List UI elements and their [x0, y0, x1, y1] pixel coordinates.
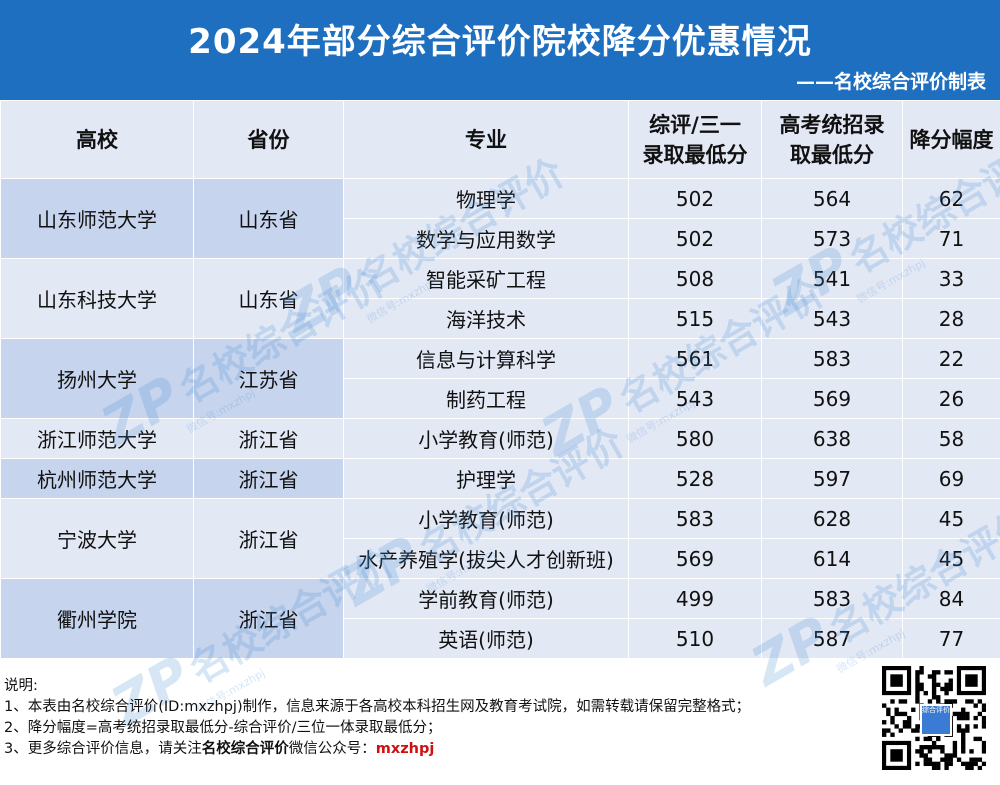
table-row: 制药工程 543 569 26: [1, 378, 1000, 419]
tongzhao-score-cell: 614: [761, 538, 903, 579]
zongping-score-cell: 510: [628, 618, 762, 659]
title-banner: 2024年部分综合评价院校降分优惠情况 ——名校综合评价制表: [0, 0, 1000, 100]
column-header-5: 降分幅度: [902, 100, 1000, 179]
major-cell: 英语(师范): [343, 618, 629, 659]
school-cell: 扬州大学: [0, 338, 194, 419]
score-drop-cell: 71: [902, 218, 1000, 259]
tongzhao-score-cell: 543: [761, 298, 903, 339]
column-header-3: 综评/三一 录取最低分: [628, 100, 762, 179]
zongping-score-cell: 580: [628, 418, 762, 459]
tongzhao-score-cell: 583: [761, 578, 903, 619]
tongzhao-score-cell: 583: [761, 338, 903, 379]
score-drop-cell: 33: [902, 258, 1000, 299]
school-cell: 杭州师范大学: [0, 458, 194, 499]
province-cell: 浙江省: [193, 418, 344, 459]
score-drop-cell: 69: [902, 458, 1000, 499]
score-drop-cell: 22: [902, 338, 1000, 379]
school-cell: 宁波大学: [0, 498, 194, 579]
province-cell: 江苏省: [193, 338, 344, 419]
province-cell: 浙江省: [193, 458, 344, 499]
tongzhao-score-cell: 597: [761, 458, 903, 499]
table-body: 山东师范大学 山东省 物理学 502 564 62 数学与应用数学 502 573 71 山东科技大…: [0, 178, 1000, 659]
major-cell: 水产养殖学(拔尖人才创新班): [343, 538, 629, 579]
major-cell: 护理学: [343, 458, 629, 499]
score-drop-cell: 77: [902, 618, 1000, 659]
zongping-score-cell: 583: [628, 498, 762, 539]
zongping-score-cell: 561: [628, 338, 762, 379]
score-drop-cell: 28: [902, 298, 1000, 339]
column-header-2: 专业: [343, 100, 629, 179]
note-line-1: 1、本表由名校综合评价(ID:mxzhpj)制作，信息来源于各高校本科招生网及教…: [4, 699, 751, 715]
tongzhao-score-cell: 541: [761, 258, 903, 299]
note-line-2: 2、降分幅度=高考统招录取最低分-综合评价/三位一体录取最低分；: [4, 720, 442, 736]
score-drop-cell: 45: [902, 498, 1000, 539]
province-cell: 浙江省: [193, 578, 344, 659]
note-line-3: 3、更多综合评价信息，请关注名校综合评价微信公众号：mxzhpj: [4, 739, 864, 760]
tongzhao-score-cell: 569: [761, 378, 903, 419]
table-row: 山东科技大学 山东省 智能采矿工程 508 541 33: [0, 258, 1000, 339]
province-cell: 山东省: [193, 178, 344, 259]
table-row: 扬州大学 江苏省 信息与计算科学 561 583 22: [0, 338, 1000, 419]
note-line-3-prefix: 3、更多综合评价信息，请关注: [4, 741, 202, 757]
major-cell: 数学与应用数学: [343, 218, 629, 259]
major-cell: 物理学: [343, 178, 629, 219]
score-drop-cell: 58: [902, 418, 1000, 459]
major-cell: 海洋技术: [343, 298, 629, 339]
school-cell: 衢州学院: [0, 578, 194, 659]
zongping-score-cell: 569: [628, 538, 762, 579]
school-cell: 山东师范大学: [0, 178, 194, 259]
table-row: 海洋技术 515 543 28: [1, 298, 1000, 339]
tongzhao-score-cell: 587: [761, 618, 903, 659]
tongzhao-score-cell: 573: [761, 218, 903, 259]
major-cell: 学前教育(师范): [343, 578, 629, 619]
score-drop-cell: 84: [902, 578, 1000, 619]
page-title: 2024年部分综合评价院校降分优惠情况: [188, 22, 812, 62]
qr-code-icon: 综合评价: [882, 666, 987, 771]
page-subtitle: ——名校综合评价制表: [795, 71, 986, 93]
score-table: 高校 省份 专业 综评/三一 录取最低分 高考统招录 取最低分 降分幅度 山东师范大学 山东省物…: [0, 100, 1000, 659]
school-cell: 浙江师范大学: [0, 418, 194, 459]
major-cell: 小学教育(师范): [343, 498, 629, 539]
tongzhao-score-cell: 638: [761, 418, 903, 459]
zongping-score-cell: 515: [628, 298, 762, 339]
major-cell: 智能采矿工程: [343, 258, 629, 299]
table-row: 杭州师范大学 浙江省 护理学 528 597 69: [0, 458, 1000, 499]
qr-logo: 综合评价: [920, 704, 952, 736]
notes-section: 说明: 1、本表由名校综合评价(ID:mxzhpj)制作，信息来源于各高校本科招…: [4, 676, 864, 760]
table-row: 衢州学院 浙江省 学前教育(师范) 499 583 84: [0, 578, 1000, 659]
tongzhao-score-cell: 564: [761, 178, 903, 219]
score-drop-cell: 26: [902, 378, 1000, 419]
zongping-score-cell: 499: [628, 578, 762, 619]
table-row: 宁波大学 浙江省 小学教育(师范) 583 628 45: [0, 498, 1000, 579]
table-row: 山东师范大学 山东省 物理学 502 564 62: [0, 178, 1000, 259]
tongzhao-score-cell: 628: [761, 498, 903, 539]
note-line-3-account: 名校综合评价: [201, 741, 289, 757]
zongping-score-cell: 528: [628, 458, 762, 499]
score-drop-cell: 45: [902, 538, 1000, 579]
column-header-1: 省份: [193, 100, 344, 179]
zongping-score-cell: 502: [628, 218, 762, 259]
column-header-0: 高校: [0, 100, 194, 179]
column-header-4: 高考统招录 取最低分: [761, 100, 903, 179]
major-cell: 信息与计算科学: [343, 338, 629, 379]
province-cell: 山东省: [193, 258, 344, 339]
province-cell: 浙江省: [193, 498, 344, 579]
table-row: 英语(师范) 510 587 77: [1, 618, 1000, 659]
major-cell: 小学教育(师范): [343, 418, 629, 459]
major-cell: 制药工程: [343, 378, 629, 419]
school-cell: 山东科技大学: [0, 258, 194, 339]
zongping-score-cell: 508: [628, 258, 762, 299]
zongping-score-cell: 502: [628, 178, 762, 219]
note-line-3-id: mxzhpj: [375, 741, 435, 757]
table-header-row: 高校 省份 专业 综评/三一 录取最低分 高考统招录 取最低分 降分幅度: [0, 100, 1000, 179]
zongping-score-cell: 543: [628, 378, 762, 419]
note-line-3-mid: 微信公众号：: [288, 741, 376, 757]
notes-heading: 说明:: [4, 678, 38, 694]
table-row: 浙江师范大学 浙江省 小学教育(师范) 580 638 58: [0, 418, 1000, 459]
score-drop-cell: 62: [902, 178, 1000, 219]
table-row: 数学与应用数学 502 573 71: [1, 218, 1000, 259]
